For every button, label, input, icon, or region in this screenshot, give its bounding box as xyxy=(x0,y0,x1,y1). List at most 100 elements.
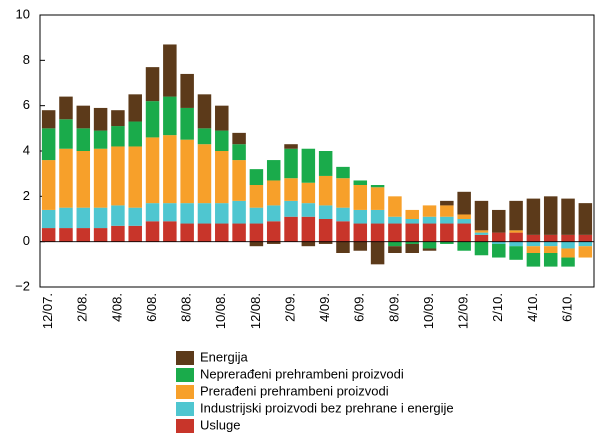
bar-segment xyxy=(457,219,471,224)
bar-segment xyxy=(405,241,419,244)
bar-segment xyxy=(266,221,281,242)
bar-segment xyxy=(526,241,541,247)
bar-segment xyxy=(370,241,385,265)
bar-segment xyxy=(180,107,194,140)
bar-segment xyxy=(180,223,194,242)
bar-segment xyxy=(301,203,316,217)
bar-segment xyxy=(284,178,298,201)
bar-segment xyxy=(578,246,593,258)
bar-segment xyxy=(93,148,108,208)
bar-segment xyxy=(578,241,593,247)
bar-segment xyxy=(336,221,350,242)
legend-swatch xyxy=(176,385,194,399)
bar-segment xyxy=(492,209,506,233)
bar-segment xyxy=(440,205,454,217)
bar-segment xyxy=(318,151,333,176)
bar-segment xyxy=(111,205,125,226)
bar-segment xyxy=(163,203,177,222)
bar-segment xyxy=(509,200,523,231)
bar-segment xyxy=(266,241,281,244)
bar-segment xyxy=(59,148,73,208)
legend-swatch xyxy=(176,351,194,365)
bar-segment xyxy=(128,121,142,147)
bar-segment xyxy=(336,178,350,208)
bar-segment xyxy=(93,228,108,242)
bar-segment xyxy=(457,214,471,219)
bar-segment xyxy=(215,130,229,151)
bar-segment xyxy=(215,223,229,242)
bar-segment xyxy=(353,241,368,251)
bar-segment xyxy=(440,216,454,224)
x-tick-label: 2/09. xyxy=(282,293,297,322)
bar-segment xyxy=(474,200,489,231)
bar-segment xyxy=(543,241,558,247)
bar-segment xyxy=(145,203,160,222)
bar-segment xyxy=(301,241,316,247)
bar-segment xyxy=(232,223,246,242)
x-tick-label: 6/08. xyxy=(144,293,159,322)
bar-segment xyxy=(509,246,523,260)
bar-segment xyxy=(232,200,246,224)
bar-segment xyxy=(561,241,575,249)
bar-segment xyxy=(509,232,523,242)
bar-segment xyxy=(197,203,212,224)
legend-label: Energija xyxy=(200,349,248,364)
bar-segment xyxy=(422,248,437,251)
bar-segment xyxy=(59,96,73,120)
legend-swatch xyxy=(176,402,194,416)
x-tick-label: 4/08. xyxy=(109,293,124,322)
x-tick-label: 2/10. xyxy=(490,293,505,322)
x-tick-label: 4/09. xyxy=(317,293,332,322)
x-tick-label: 10/08. xyxy=(213,293,228,329)
bar-segment xyxy=(266,205,281,222)
bar-segment xyxy=(249,241,264,247)
bar-segment xyxy=(128,225,142,242)
bar-segment xyxy=(180,203,194,224)
bar-segment xyxy=(41,128,56,161)
bar-segment xyxy=(543,234,558,242)
bar-segment xyxy=(440,200,454,206)
bar-segment xyxy=(93,207,108,229)
legend-label: Industrijski proizvodi bez prehrane i en… xyxy=(200,400,454,415)
bar-segment xyxy=(405,223,419,242)
bar-segment xyxy=(578,234,593,242)
bar-segment xyxy=(145,137,160,204)
bar-segment xyxy=(440,223,454,242)
bar-segment xyxy=(215,203,229,224)
bar-segment xyxy=(440,241,454,244)
bar-segment xyxy=(197,223,212,242)
bar-segment xyxy=(93,107,108,131)
bar-segment xyxy=(561,198,575,235)
bar-segment xyxy=(232,160,246,201)
bar-segment xyxy=(509,230,523,233)
bar-segment xyxy=(388,196,402,217)
bar-segment xyxy=(197,128,212,145)
bar-segment xyxy=(422,205,437,217)
legend-label: Neprerađeni prehrambeni proizvodi xyxy=(200,366,404,381)
bar-segment xyxy=(474,234,489,242)
bar-segment xyxy=(197,94,212,129)
bar-segment xyxy=(128,146,142,208)
legend-swatch xyxy=(176,419,194,433)
bar-segment xyxy=(41,209,56,229)
bar-segment xyxy=(266,160,281,181)
bar-segment xyxy=(422,216,437,224)
bar-segment xyxy=(249,223,264,242)
bar-segment xyxy=(197,144,212,204)
bar-segment xyxy=(163,44,177,97)
bar-segment xyxy=(284,144,298,149)
bar-segment xyxy=(388,223,402,242)
bar-segment xyxy=(76,151,91,208)
bar-segment xyxy=(128,94,142,122)
bar-segment xyxy=(232,144,246,161)
bar-segment xyxy=(561,234,575,242)
bar-segment xyxy=(353,180,368,185)
y-tick-label: 6 xyxy=(23,97,30,112)
bar-segment xyxy=(41,228,56,242)
bar-segment xyxy=(492,243,506,258)
bar-segment xyxy=(301,148,316,183)
bar-segment xyxy=(301,216,316,242)
y-tick-label: 4 xyxy=(23,142,30,157)
bar-segment xyxy=(457,191,471,215)
